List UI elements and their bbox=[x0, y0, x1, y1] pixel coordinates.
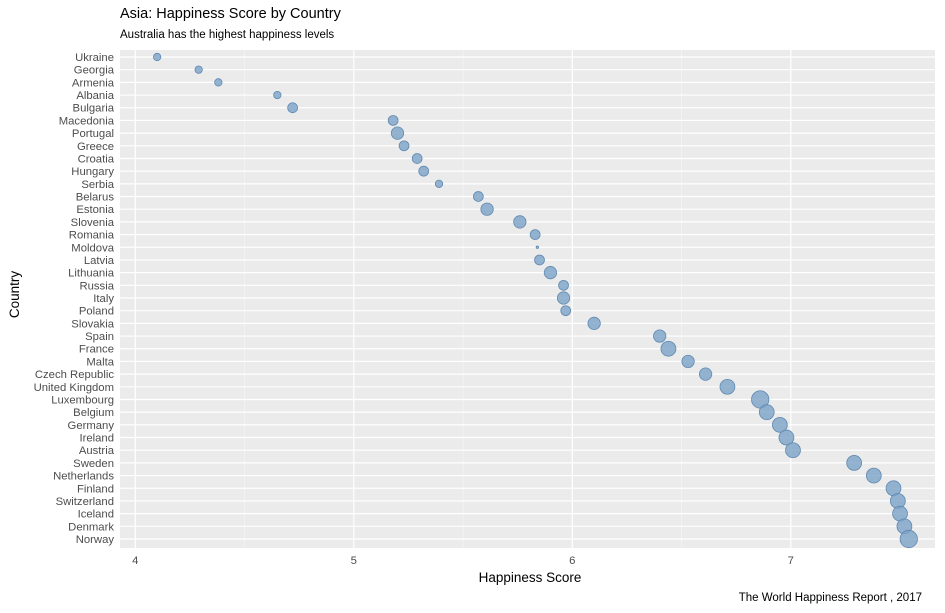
y-tick-label: Russia bbox=[79, 280, 114, 292]
y-tick-label: Ireland bbox=[79, 433, 114, 445]
data-point bbox=[560, 305, 572, 317]
y-tick-label: Croatia bbox=[78, 153, 115, 165]
data-point bbox=[785, 442, 801, 459]
data-point bbox=[387, 115, 399, 126]
data-point bbox=[434, 179, 444, 188]
data-point bbox=[556, 291, 571, 305]
data-point bbox=[535, 245, 539, 249]
data-point bbox=[865, 467, 882, 484]
y-tick-label: Poland bbox=[79, 306, 114, 318]
data-point bbox=[390, 126, 405, 140]
data-point bbox=[153, 52, 162, 62]
y-tick-label: Finland bbox=[77, 483, 114, 495]
y-tick-label: Italy bbox=[93, 293, 114, 305]
y-tick-label: Lithuania bbox=[68, 268, 115, 280]
y-tick-label: Moldova bbox=[71, 242, 114, 254]
y-tick-label: Belgium bbox=[73, 407, 114, 419]
x-tick-labels: 4 5 6 7 bbox=[132, 555, 794, 567]
y-tick-label: Austria bbox=[79, 445, 115, 457]
y-tick-label: Spain bbox=[85, 331, 114, 343]
data-point bbox=[719, 378, 736, 395]
data-point bbox=[543, 266, 558, 280]
data-point bbox=[513, 215, 527, 229]
data-point bbox=[529, 229, 541, 240]
data-point bbox=[418, 165, 430, 177]
data-point bbox=[758, 404, 775, 421]
y-tick-label: Norway bbox=[76, 534, 115, 546]
x-tick-label: 5 bbox=[351, 555, 357, 567]
x-tick-label: 7 bbox=[788, 555, 794, 567]
data-point bbox=[194, 65, 203, 74]
grid-lines bbox=[120, 50, 935, 548]
data-point bbox=[778, 429, 795, 446]
y-tick-label: Bulgaria bbox=[73, 103, 115, 115]
data-point bbox=[472, 191, 484, 202]
data-points bbox=[153, 52, 918, 549]
y-tick-label: Estonia bbox=[76, 204, 114, 216]
data-point bbox=[480, 202, 494, 216]
y-tick-label: Sweden bbox=[73, 458, 114, 470]
y-tick-label: Denmark bbox=[68, 521, 114, 533]
y-tick-label: Netherlands bbox=[53, 471, 114, 483]
y-tick-label: Greece bbox=[77, 141, 114, 153]
x-axis-label: Happiness Score bbox=[478, 570, 582, 585]
y-tick-label: Malta bbox=[86, 356, 114, 368]
y-tick-label: Switzerland bbox=[56, 496, 114, 508]
chart-caption: The World Happiness Report , 2017 bbox=[738, 592, 922, 604]
data-point bbox=[558, 279, 569, 291]
data-point bbox=[681, 354, 695, 369]
y-tick-label: Romania bbox=[69, 230, 115, 242]
data-point bbox=[846, 455, 863, 471]
data-point bbox=[698, 367, 713, 381]
y-tick-label: Serbia bbox=[81, 179, 114, 191]
plot-panel bbox=[120, 50, 935, 548]
y-tick-label: Ukraine bbox=[75, 52, 114, 64]
data-point bbox=[772, 416, 788, 433]
y-tick-label: Czech Republic bbox=[35, 369, 114, 381]
y-tick-label: Macedonia bbox=[59, 115, 115, 127]
y-tick-label: Portugal bbox=[72, 128, 114, 140]
data-point bbox=[587, 316, 601, 330]
data-point bbox=[214, 78, 223, 87]
x-tick-label: 6 bbox=[569, 555, 575, 567]
y-tick-label: Slovakia bbox=[71, 318, 114, 330]
y-tick-labels: UkraineGeorgiaArmeniaAlbaniaBulgariaMace… bbox=[34, 52, 115, 546]
y-tick-label: Latvia bbox=[84, 255, 115, 267]
x-tick-label: 4 bbox=[132, 555, 138, 567]
data-point bbox=[273, 90, 282, 100]
chart-title: Asia: Happiness Score by Country bbox=[120, 6, 341, 22]
data-point bbox=[411, 153, 423, 164]
y-tick-label: Luxembourg bbox=[51, 394, 114, 406]
y-tick-label: Germany bbox=[68, 420, 115, 432]
y-tick-label: Belarus bbox=[76, 192, 115, 204]
y-tick-label: Albania bbox=[76, 90, 114, 102]
data-point bbox=[899, 529, 918, 549]
data-point bbox=[653, 329, 667, 343]
y-tick-label: Hungary bbox=[71, 166, 114, 178]
data-point bbox=[534, 254, 545, 266]
y-tick-label: Iceland bbox=[78, 509, 114, 521]
y-tick-label: United Kingdom bbox=[34, 382, 114, 394]
data-point bbox=[660, 340, 677, 357]
y-tick-label: France bbox=[79, 344, 114, 356]
y-tick-label: Slovenia bbox=[71, 217, 115, 229]
data-point bbox=[398, 140, 410, 152]
y-tick-label: Georgia bbox=[74, 65, 115, 77]
y-axis-label: Country bbox=[7, 270, 23, 319]
data-point bbox=[287, 102, 298, 114]
y-tick-label: Armenia bbox=[72, 77, 115, 89]
chart-subtitle: Australia has the highest happiness leve… bbox=[120, 29, 335, 41]
